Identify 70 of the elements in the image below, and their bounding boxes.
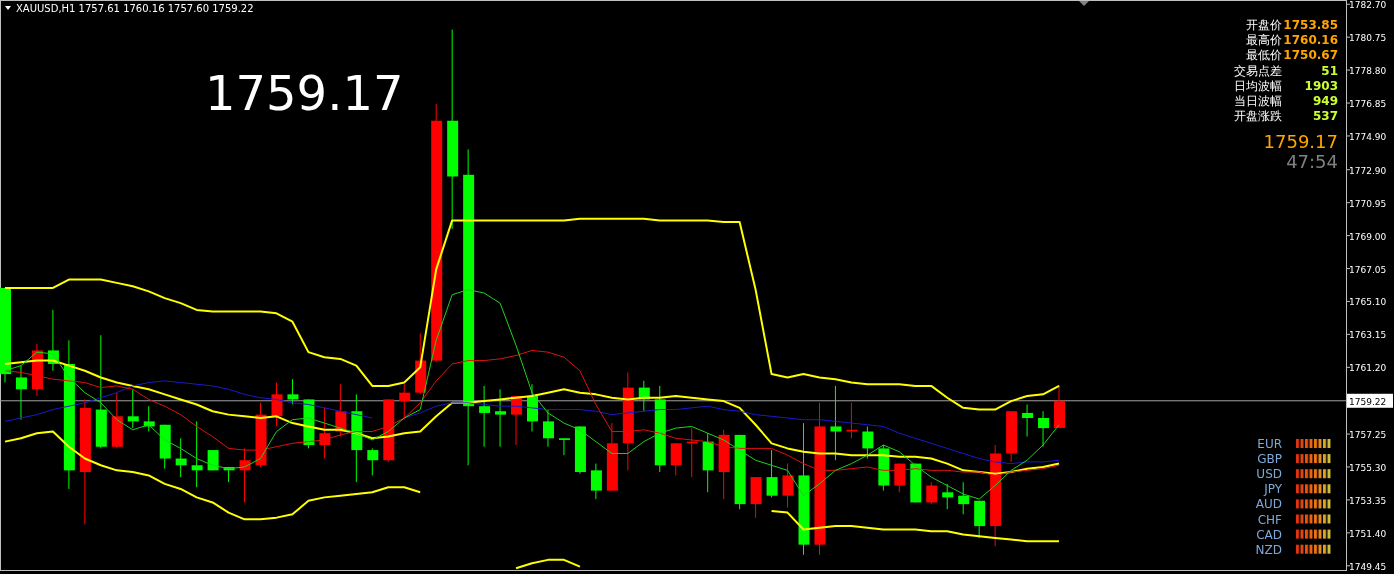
candlestick xyxy=(766,449,778,498)
text: 交易点差 xyxy=(1234,63,1282,78)
text: 日均波幅 xyxy=(1234,78,1282,93)
candlestick xyxy=(862,425,874,460)
y-tick-label: 1769.00 xyxy=(1349,231,1387,242)
candlestick xyxy=(127,388,139,429)
candlestick xyxy=(846,402,858,439)
ref-line-label: 1759.22 xyxy=(1349,396,1387,407)
candlestick xyxy=(367,447,379,476)
text: 1753.85 xyxy=(1283,18,1338,32)
candlestick xyxy=(479,385,491,448)
text: 1759.17 xyxy=(1263,131,1338,152)
text: CAD xyxy=(1256,527,1282,542)
candlestick xyxy=(558,437,570,456)
y-tick-label: 1757.25 xyxy=(1349,430,1387,441)
candlestick xyxy=(1038,410,1050,448)
text: AUD xyxy=(1255,497,1282,512)
text: EUR xyxy=(1257,437,1282,451)
candlestick xyxy=(542,409,554,448)
text: 51 xyxy=(1321,63,1338,78)
y-tick-label: 1772.90 xyxy=(1349,165,1387,176)
y-tick-label: 1763.15 xyxy=(1349,330,1387,341)
candlestick xyxy=(191,420,203,488)
candlestick xyxy=(271,382,283,427)
candlestick xyxy=(894,463,906,493)
candlestick xyxy=(319,407,331,460)
text: JPY xyxy=(1263,482,1283,497)
text: 537 xyxy=(1312,109,1338,124)
text: 当日波幅 xyxy=(1234,94,1282,108)
y-tick-label: 1767.05 xyxy=(1349,264,1387,275)
y-tick-label: 1774.90 xyxy=(1349,131,1387,142)
y-tick-label: 1765.10 xyxy=(1349,297,1387,308)
candlestick xyxy=(1022,403,1034,438)
candlestick xyxy=(495,388,507,448)
text: 开盘涨跌 xyxy=(1234,109,1282,124)
text: NZD xyxy=(1255,542,1282,557)
candlestick xyxy=(830,385,842,461)
y-tick-label: 1778.80 xyxy=(1349,66,1387,77)
candlestick xyxy=(590,463,602,500)
line-series xyxy=(4,217,1061,411)
candlestick xyxy=(670,442,682,476)
text: 最高价 xyxy=(1246,33,1282,48)
y-tick-label: 1753.35 xyxy=(1349,495,1387,506)
text: 最低价 xyxy=(1246,48,1282,63)
candlestick xyxy=(287,378,299,405)
text: 1760.16 xyxy=(1283,33,1338,48)
text: USD xyxy=(1256,467,1282,482)
y-tick-label: 1755.30 xyxy=(1349,462,1387,473)
y-tick-label: 1780.75 xyxy=(1349,33,1387,44)
candlestick xyxy=(958,481,970,515)
candlestick xyxy=(926,481,938,505)
text: GBP xyxy=(1257,452,1282,467)
y-tick-label: 1749.45 xyxy=(1349,561,1387,572)
candlestick xyxy=(782,463,794,509)
y-tick-label: 1751.40 xyxy=(1349,528,1387,539)
annotation: 1759.17 xyxy=(205,65,404,121)
y-tick-label: 1776.85 xyxy=(1349,99,1387,110)
y-tick-label: 1770.95 xyxy=(1349,198,1387,209)
chart-title: XAUUSD,H1 1757.61 1760.16 1757.60 1759.22 xyxy=(16,3,254,14)
candlestick xyxy=(399,383,411,421)
y-tick-label: 1782.70 xyxy=(1349,0,1387,11)
text: 949 xyxy=(1312,94,1338,108)
candlestick xyxy=(15,365,27,421)
text: CHF xyxy=(1257,512,1283,527)
y-tick-label: 1761.20 xyxy=(1349,363,1387,374)
text: 1750.67 xyxy=(1283,48,1338,63)
text: 开盘价 xyxy=(1246,18,1282,32)
text: 47:54 xyxy=(1286,151,1338,172)
candlestick xyxy=(942,483,954,510)
text: 1903 xyxy=(1304,78,1338,93)
